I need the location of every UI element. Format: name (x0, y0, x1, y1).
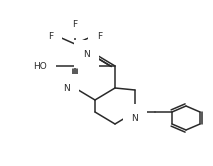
Text: F: F (97, 32, 102, 41)
Text: F: F (48, 32, 53, 41)
Text: HO: HO (33, 61, 47, 71)
Text: N: N (132, 114, 138, 123)
Text: F: F (72, 19, 78, 29)
Text: N: N (83, 49, 90, 58)
Text: N: N (63, 83, 70, 92)
